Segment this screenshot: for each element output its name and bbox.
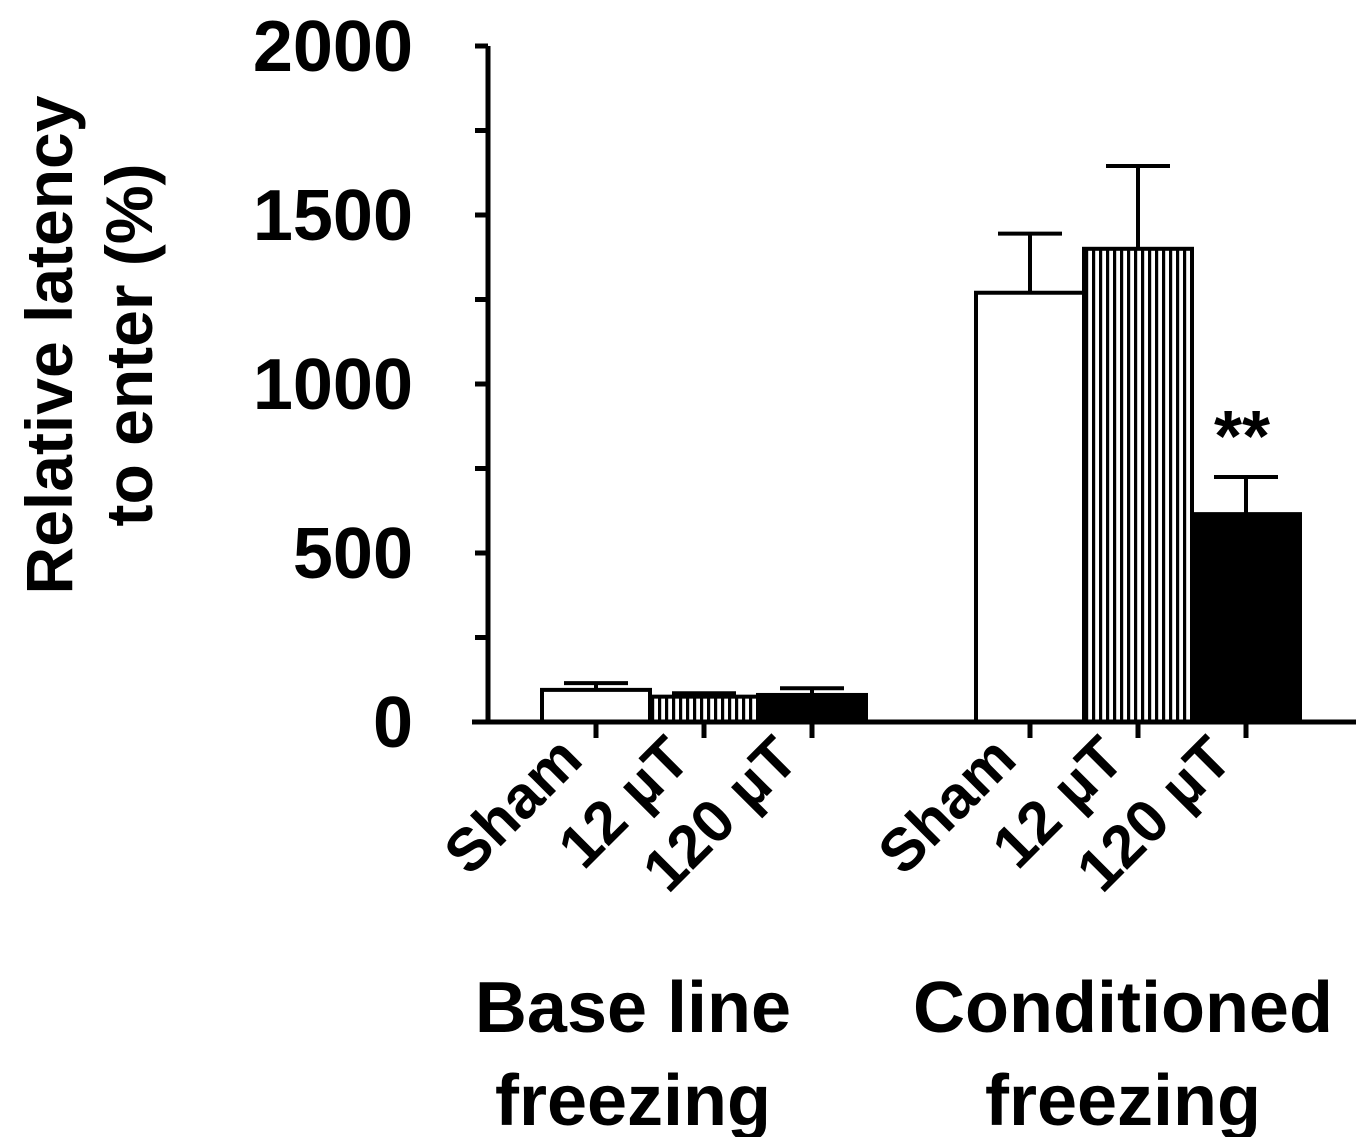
y-tick-label: 1000 <box>253 345 413 425</box>
y-tick-label: 1500 <box>253 176 413 256</box>
group-labels: Base line freezing Conditioned freezing <box>475 968 1333 1137</box>
bar <box>1190 512 1302 724</box>
group-label: freezing <box>985 1061 1261 1137</box>
bar <box>1082 246 1194 725</box>
y-tick-label: 2000 <box>253 7 413 87</box>
bar <box>756 692 868 725</box>
significance-marker: ** <box>1214 397 1270 477</box>
y-axis-label: Relative latency to enter (%) <box>12 95 166 594</box>
group-label: freezing <box>495 1061 771 1137</box>
y-tick-label: 500 <box>293 514 413 594</box>
bar <box>648 694 760 725</box>
group-label: Conditioned <box>913 968 1333 1048</box>
bar <box>540 687 652 725</box>
x-tick-label: Sham <box>431 724 594 887</box>
y-axis-title-line: Relative latency <box>12 95 86 594</box>
bars-layer: ** <box>540 163 1302 725</box>
y-tick-label: 0 <box>373 683 413 763</box>
y-axis-title-line: to enter (%) <box>92 164 166 527</box>
y-axis-title: Relative latency to enter (%) <box>12 95 166 594</box>
group-label: Base line <box>475 968 791 1048</box>
y-axis: 0 500 1000 1500 2000 <box>253 7 491 763</box>
x-tick-label: Sham <box>865 724 1028 887</box>
bar <box>974 290 1086 724</box>
